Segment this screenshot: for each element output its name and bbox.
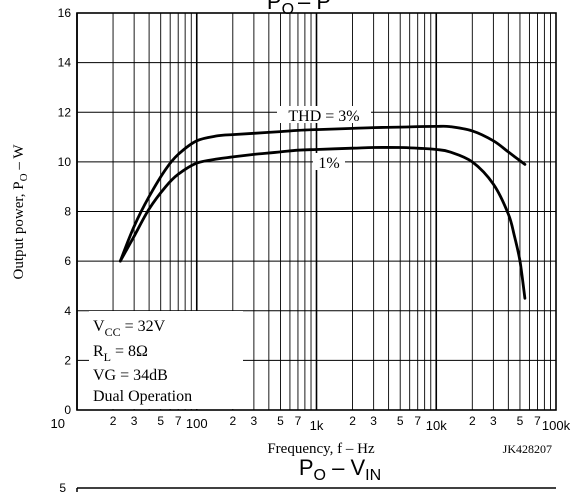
x-axis-label: Frequency, f – Hz xyxy=(267,441,375,457)
plot-frame xyxy=(76,12,557,411)
chart-title: PO – P xyxy=(267,0,331,18)
x-minor-tick-label: 3 xyxy=(490,414,497,428)
part-code: JK428207 xyxy=(503,442,552,456)
y-tick-label: 14 xyxy=(58,56,72,70)
y-tick-label: 0 xyxy=(64,403,71,417)
x-minor-tick-label: 5 xyxy=(517,414,524,428)
y-tick-label: 16 xyxy=(58,6,72,20)
x-minor-tick-label: 5 xyxy=(277,414,284,428)
y-tick-label: 6 xyxy=(64,254,71,268)
x-minor-tick-label: 3 xyxy=(251,414,258,428)
x-minor-tick-label: 7 xyxy=(175,414,182,428)
x-major-tick-label: 100k xyxy=(542,418,571,433)
series-line-thd-3 xyxy=(118,124,527,263)
annotation-thd-1: 1% xyxy=(318,155,339,172)
y-tick-label: 12 xyxy=(58,105,72,119)
y-tick-label: 4 xyxy=(64,304,71,318)
next-chart-title: PO – VIN xyxy=(299,455,381,484)
x-major-tick-label: 10 xyxy=(51,416,65,431)
vg-label: VG = 34dB xyxy=(93,367,168,384)
x-major-tick-label: 1k xyxy=(310,418,324,433)
y-tick-labels: 0 2 4 6 8 10 12 14 16 xyxy=(58,6,72,417)
x-minor-tick-label: 2 xyxy=(110,414,117,428)
x-minor-tick-label: 2 xyxy=(349,414,356,428)
curves xyxy=(118,124,527,300)
x-major-tick-label: 100 xyxy=(186,416,208,431)
next-chart-y-label: 5 xyxy=(59,481,66,492)
annotation-thd-3: THD = 3% xyxy=(288,108,359,125)
x-minor-tick-label: 7 xyxy=(295,414,302,428)
x-major-tick-label: 10k xyxy=(426,418,447,433)
x-minor-tick-label: 7 xyxy=(414,414,421,428)
y-axis-label: Output power, PO – W xyxy=(11,144,30,280)
y-tick-label: 10 xyxy=(58,155,72,169)
x-minor-tick-label: 2 xyxy=(229,414,236,428)
x-minor-tick-label: 5 xyxy=(157,414,164,428)
x-minor-tick-label: 7 xyxy=(534,414,541,428)
x-minor-tick-label: 2 xyxy=(469,414,476,428)
y-tick-label: 8 xyxy=(64,205,71,219)
vcc-label: VCC = 32V xyxy=(93,318,166,339)
rl-label: RL = 8Ω xyxy=(93,343,148,364)
x-minor-tick-label: 5 xyxy=(397,414,404,428)
x-minor-tick-label: 3 xyxy=(131,414,138,428)
conditions-box: VCC = 32V RL = 8Ω VG = 34dB Dual Operati… xyxy=(89,311,243,409)
y-tick-label: 2 xyxy=(64,353,71,367)
series-line-thd-1 xyxy=(118,146,527,300)
mode-label: Dual Operation xyxy=(93,388,192,405)
x-minor-tick-label: 3 xyxy=(370,414,377,428)
